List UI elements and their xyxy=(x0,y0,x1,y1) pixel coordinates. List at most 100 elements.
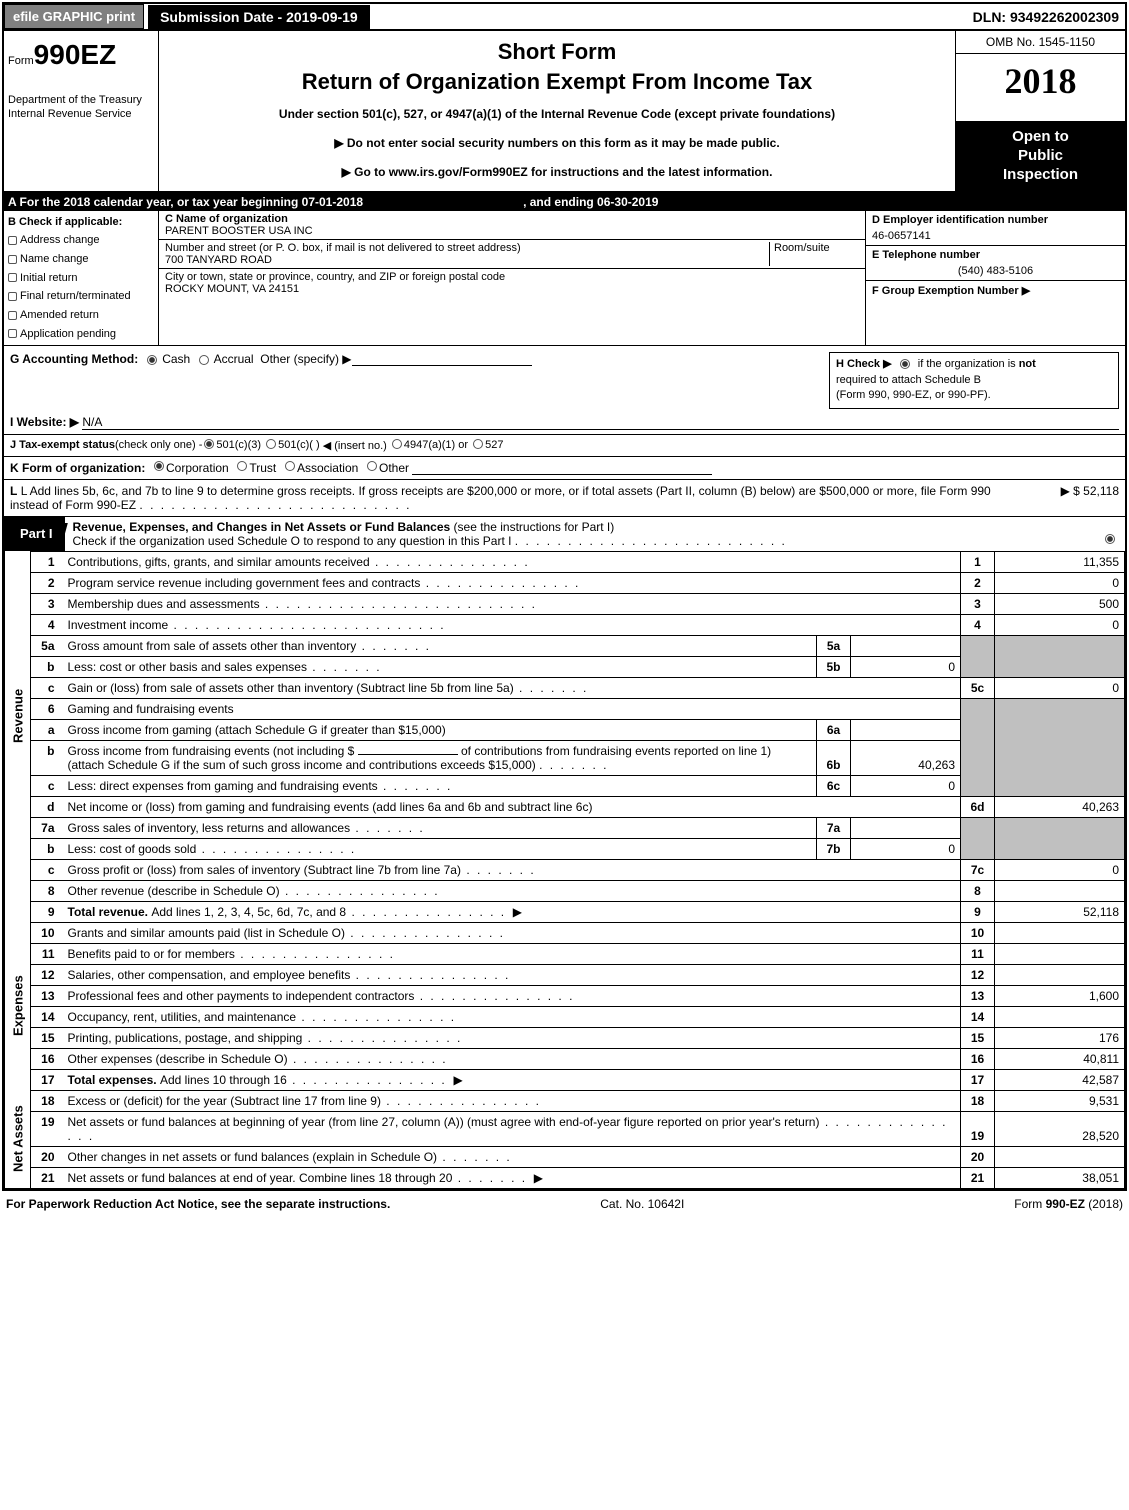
line-21-ref: 21 xyxy=(961,1167,995,1188)
radio-accrual[interactable] xyxy=(199,355,209,365)
line-7a-num: 7a xyxy=(31,817,63,838)
line-5c-text: Gain or (loss) from sale of assets other… xyxy=(68,681,514,695)
line-13-amount: 1,600 xyxy=(995,985,1125,1006)
line-1-amount: 11,355 xyxy=(995,551,1125,572)
line-5b-text: Less: cost or other basis and sales expe… xyxy=(68,660,307,674)
d-ein-label: D Employer identification number xyxy=(872,214,1048,226)
checkbox-initial-return[interactable] xyxy=(8,273,17,282)
radio-cash[interactable] xyxy=(147,355,157,365)
line-k: K Form of organization: Corporation Trus… xyxy=(4,457,1125,480)
line-7c-text: Gross profit or (loss) from sales of inv… xyxy=(68,863,461,877)
radio-schedule-o-check[interactable] xyxy=(1105,534,1115,544)
line-3-num: 3 xyxy=(31,593,63,614)
line-6a-text: Gross income from gaming (attach Schedul… xyxy=(68,723,446,737)
checkbox-amended-return[interactable] xyxy=(8,311,17,320)
line-5a-subval xyxy=(851,635,961,656)
part1-check-text: Check if the organization used Schedule … xyxy=(73,534,512,548)
line-6d-ref: 6d xyxy=(961,796,995,817)
goto-link-text[interactable]: ▶ Go to www.irs.gov/Form990EZ for instru… xyxy=(167,163,947,182)
line-17-amount: 42,587 xyxy=(995,1069,1125,1090)
line-5a-num: 5a xyxy=(31,635,63,656)
line-7c-ref: 7c xyxy=(961,859,995,880)
line-5a-text: Gross amount from sale of assets other t… xyxy=(68,639,357,653)
line-12-num: 12 xyxy=(31,964,63,985)
e-phone-value: (540) 483-5106 xyxy=(872,265,1119,277)
checkbox-address-change[interactable] xyxy=(8,236,17,245)
line-6b-subval: 40,263 xyxy=(851,740,961,775)
radio-other-org[interactable] xyxy=(367,461,377,471)
efile-print-button[interactable]: efile GRAPHIC print xyxy=(4,4,144,29)
line-14-text: Occupancy, rent, utilities, and maintena… xyxy=(68,1010,297,1024)
opt-trust: Trust xyxy=(249,461,276,475)
radio-association[interactable] xyxy=(285,461,295,471)
h-text3: (Form 990, 990-EZ, or 990-PF). xyxy=(836,389,991,401)
line-15-ref: 15 xyxy=(961,1027,995,1048)
line-4-num: 4 xyxy=(31,614,63,635)
line-5c-amount: 0 xyxy=(995,677,1125,698)
line-18-ref: 18 xyxy=(961,1090,995,1111)
checkbox-application-pending[interactable] xyxy=(8,329,17,338)
i-label: I Website: ▶ xyxy=(10,415,79,429)
opt-name-change: Name change xyxy=(20,253,89,265)
dln-label: DLN: 93492262002309 xyxy=(973,9,1125,25)
opt-4947: 4947(a)(1) or xyxy=(404,439,468,451)
radio-501c3[interactable] xyxy=(204,439,214,449)
radio-trust[interactable] xyxy=(237,461,247,471)
checkbox-final-return[interactable] xyxy=(8,292,17,301)
check-b-title: B Check if applicable: xyxy=(8,216,122,228)
radio-527[interactable] xyxy=(473,439,483,449)
line-16-amount: 40,811 xyxy=(995,1048,1125,1069)
right-header-cell: OMB No. 1545-1150 2018 Open to Public In… xyxy=(955,31,1125,191)
line-8-text: Other revenue (describe in Schedule O) xyxy=(68,884,280,898)
line-15-num: 15 xyxy=(31,1027,63,1048)
radio-4947[interactable] xyxy=(392,439,402,449)
radio-501c[interactable] xyxy=(266,439,276,449)
line-12-ref: 12 xyxy=(961,964,995,985)
line-16-text: Other expenses (describe in Schedule O) xyxy=(68,1052,288,1066)
radio-h-check[interactable] xyxy=(900,359,910,369)
h-box: H Check ▶ if the organization is not req… xyxy=(829,352,1119,408)
tax-year: 2018 xyxy=(956,54,1125,122)
opt-other: Other (specify) ▶ xyxy=(260,352,351,366)
paperwork-notice: For Paperwork Reduction Act Notice, see … xyxy=(6,1197,390,1211)
sidetab-expenses: Expenses xyxy=(5,922,31,1090)
submission-date-button[interactable]: Submission Date - 2019-09-19 xyxy=(148,5,370,29)
line-15-amount: 176 xyxy=(995,1027,1125,1048)
line-11-num: 11 xyxy=(31,943,63,964)
line-7a-text: Gross sales of inventory, less returns a… xyxy=(68,821,351,835)
opt-address-change: Address change xyxy=(20,234,100,246)
top-bar: efile GRAPHIC print Submission Date - 20… xyxy=(4,4,1125,29)
line-13-ref: 13 xyxy=(961,985,995,1006)
checkbox-name-change[interactable] xyxy=(8,255,17,264)
line-6b-subnum: 6b xyxy=(817,740,851,775)
line-6c-text: Less: direct expenses from gaming and fu… xyxy=(68,779,378,793)
line-7b-text: Less: cost of goods sold xyxy=(68,842,197,856)
name-box: C Name of organization PARENT BOOSTER US… xyxy=(159,211,865,346)
other-org-field[interactable] xyxy=(412,461,712,475)
line-21-text: Net assets or fund balances at end of ye… xyxy=(68,1171,453,1185)
radio-corporation[interactable] xyxy=(154,461,164,471)
line-20-amount xyxy=(995,1146,1125,1167)
d-ein-value: 46-0657141 xyxy=(872,230,1119,242)
return-title: Return of Organization Exempt From Incom… xyxy=(167,69,947,95)
other-specify-field[interactable] xyxy=(352,352,532,366)
line-9-text-bold: Total revenue. xyxy=(68,905,152,919)
line-19-text: Net assets or fund balances at beginning… xyxy=(68,1115,820,1129)
header-block: Form990EZ Department of the Treasury Int… xyxy=(4,29,1125,193)
line-2-text: Program service revenue including govern… xyxy=(68,576,421,590)
line-5c-num: c xyxy=(31,677,63,698)
form-prefix: Form xyxy=(8,55,34,67)
line-17-num: 17 xyxy=(31,1069,63,1090)
city-label: City or town, state or province, country… xyxy=(165,271,505,283)
line-19-amount: 28,520 xyxy=(995,1111,1125,1146)
line-5b-subval: 0 xyxy=(851,656,961,677)
j-insert: ◀ (insert no.) xyxy=(323,439,387,452)
line-2-num: 2 xyxy=(31,572,63,593)
f-group-exemption-label: F Group Exemption Number ▶ xyxy=(872,285,1030,297)
h-label: H Check ▶ xyxy=(836,358,892,370)
line-8-num: 8 xyxy=(31,880,63,901)
line-6c-subval: 0 xyxy=(851,775,961,796)
city-value: ROCKY MOUNT, VA 24151 xyxy=(165,283,859,295)
line-20-num: 20 xyxy=(31,1146,63,1167)
line-a-left: A For the 2018 calendar year, or tax yea… xyxy=(8,195,363,209)
